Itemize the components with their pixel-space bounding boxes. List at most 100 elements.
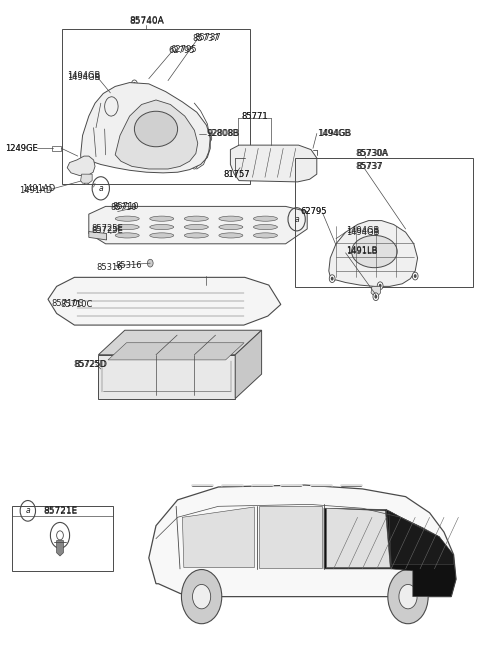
Polygon shape xyxy=(182,507,254,568)
Polygon shape xyxy=(149,485,456,597)
Ellipse shape xyxy=(184,216,208,221)
Text: 85730A: 85730A xyxy=(355,149,387,158)
Text: 1491LB: 1491LB xyxy=(346,246,377,255)
Text: 85721E: 85721E xyxy=(43,507,77,516)
Circle shape xyxy=(133,82,136,86)
Text: 1494GB: 1494GB xyxy=(67,73,101,82)
Ellipse shape xyxy=(219,233,243,238)
Text: 85740A: 85740A xyxy=(129,17,164,26)
Text: 85740A: 85740A xyxy=(129,16,164,25)
Ellipse shape xyxy=(253,224,277,230)
Text: 85725D: 85725D xyxy=(73,360,106,369)
Text: 92808B: 92808B xyxy=(206,129,239,138)
Polygon shape xyxy=(259,506,322,568)
Ellipse shape xyxy=(115,224,139,230)
Text: 85737: 85737 xyxy=(355,162,382,171)
Text: 85771: 85771 xyxy=(241,112,268,121)
Ellipse shape xyxy=(150,216,174,221)
Ellipse shape xyxy=(184,224,208,230)
Text: 1491AD: 1491AD xyxy=(22,184,55,194)
Text: 85725D: 85725D xyxy=(74,360,108,369)
Polygon shape xyxy=(371,286,381,295)
Text: 1494GB: 1494GB xyxy=(347,226,380,235)
Ellipse shape xyxy=(219,216,243,221)
Circle shape xyxy=(374,295,377,299)
Polygon shape xyxy=(326,508,390,568)
Polygon shape xyxy=(89,206,307,244)
Text: 85710: 85710 xyxy=(110,203,137,212)
Ellipse shape xyxy=(134,112,178,147)
Circle shape xyxy=(399,584,417,609)
Text: 62795: 62795 xyxy=(168,46,194,55)
Polygon shape xyxy=(67,156,95,175)
Ellipse shape xyxy=(115,216,139,221)
Ellipse shape xyxy=(253,216,277,221)
Text: 81757: 81757 xyxy=(223,170,250,179)
Text: 92808B: 92808B xyxy=(207,129,240,138)
Circle shape xyxy=(192,161,197,169)
Circle shape xyxy=(84,177,89,184)
Text: 1491AD: 1491AD xyxy=(19,186,52,195)
Text: 85721E: 85721E xyxy=(43,506,77,515)
Bar xyxy=(295,158,473,287)
Circle shape xyxy=(373,293,379,301)
Circle shape xyxy=(181,570,222,624)
Polygon shape xyxy=(48,277,281,325)
Ellipse shape xyxy=(253,233,277,238)
Bar xyxy=(62,29,250,184)
Text: a: a xyxy=(294,215,299,224)
Circle shape xyxy=(379,284,382,288)
Ellipse shape xyxy=(184,233,208,238)
Text: 85725E: 85725E xyxy=(91,224,123,233)
Text: 62795: 62795 xyxy=(300,207,326,216)
Circle shape xyxy=(388,570,428,624)
Bar xyxy=(52,146,61,151)
Text: 85710: 85710 xyxy=(113,202,139,211)
Text: 1494GB: 1494GB xyxy=(317,129,350,138)
Text: 62795: 62795 xyxy=(170,45,197,54)
Polygon shape xyxy=(115,100,198,169)
Circle shape xyxy=(329,275,335,283)
Text: 62795: 62795 xyxy=(300,207,326,216)
Polygon shape xyxy=(81,174,92,183)
Polygon shape xyxy=(89,232,107,240)
Polygon shape xyxy=(98,330,262,355)
Circle shape xyxy=(85,179,88,183)
Circle shape xyxy=(331,277,334,281)
Text: 1494GB: 1494GB xyxy=(346,228,379,237)
Text: 1249GE: 1249GE xyxy=(5,144,37,153)
Text: 85737: 85737 xyxy=(356,162,383,171)
Text: 1491LB: 1491LB xyxy=(347,247,378,256)
Bar xyxy=(12,506,113,571)
Text: 85710C: 85710C xyxy=(52,299,84,308)
Circle shape xyxy=(132,80,137,88)
Ellipse shape xyxy=(150,233,174,238)
Polygon shape xyxy=(57,541,63,556)
Circle shape xyxy=(412,272,418,280)
Circle shape xyxy=(377,282,383,290)
Circle shape xyxy=(207,136,210,140)
Circle shape xyxy=(206,134,212,142)
Circle shape xyxy=(147,259,153,267)
Polygon shape xyxy=(235,330,262,399)
Circle shape xyxy=(414,274,417,278)
Text: 85725E: 85725E xyxy=(91,226,123,235)
Polygon shape xyxy=(108,342,244,360)
Circle shape xyxy=(192,584,211,609)
Text: 85737: 85737 xyxy=(194,33,221,42)
Text: 85771: 85771 xyxy=(241,112,268,121)
Text: 85730A: 85730A xyxy=(356,149,388,158)
Ellipse shape xyxy=(219,224,243,230)
Ellipse shape xyxy=(150,224,174,230)
Text: 85737: 85737 xyxy=(192,34,219,43)
Polygon shape xyxy=(324,508,456,597)
Circle shape xyxy=(193,163,196,167)
Ellipse shape xyxy=(351,235,397,268)
Polygon shape xyxy=(81,83,210,181)
Polygon shape xyxy=(329,221,418,286)
Text: 1249GE: 1249GE xyxy=(5,144,37,153)
Text: 81757: 81757 xyxy=(223,170,250,179)
Text: 1494GB: 1494GB xyxy=(318,129,351,138)
Text: 85316: 85316 xyxy=(96,263,122,272)
Text: 1494GB: 1494GB xyxy=(67,71,101,80)
